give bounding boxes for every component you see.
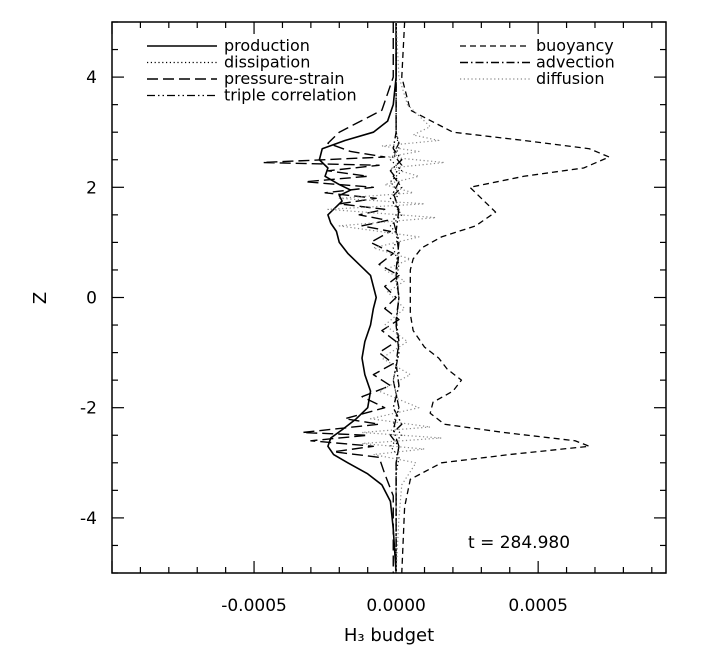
legend-label-dissipation: dissipation (224, 53, 310, 72)
x-tick-label: 0.0005 (508, 596, 567, 616)
legend-label-advection: advection (536, 53, 615, 72)
legend-label-diffusion: diffusion (536, 69, 604, 88)
series-diffusion (327, 21, 445, 574)
series-group (261, 21, 610, 574)
legend-label-buoyancy: buoyancy (536, 36, 614, 55)
legend-label-pressure-strain: pressure-strain (224, 69, 344, 88)
legend-label-production: production (224, 36, 310, 55)
time-annotation: t = 284.980 (468, 533, 570, 553)
legend: productiondissipationpressure-straintrip… (147, 36, 615, 105)
series-production (318, 22, 397, 574)
y-tick-label: 2 (86, 178, 97, 198)
y-tick-label: 0 (86, 289, 97, 309)
y-tick-label: -2 (80, 399, 97, 419)
y-axis-label: Z (30, 292, 51, 304)
x-tick-label: -0.0005 (221, 596, 287, 616)
plot-frame (111, 21, 667, 574)
axis-ticks: -0.0005 0.0000 0.0005 -4 -2 0 2 4 (80, 21, 666, 616)
series-buoyancy (401, 21, 610, 574)
y-tick-label: 4 (86, 68, 97, 88)
y-tick-label: -4 (80, 509, 97, 529)
series-triple-correlation (389, 22, 403, 573)
x-axis-label: H₃ budget (344, 625, 434, 646)
series-pressure-strain (261, 22, 400, 573)
x-tick-label: 0.0000 (366, 596, 425, 616)
series-dissipation (389, 22, 403, 573)
legend-label-triple-correlation: triple correlation (224, 86, 357, 105)
